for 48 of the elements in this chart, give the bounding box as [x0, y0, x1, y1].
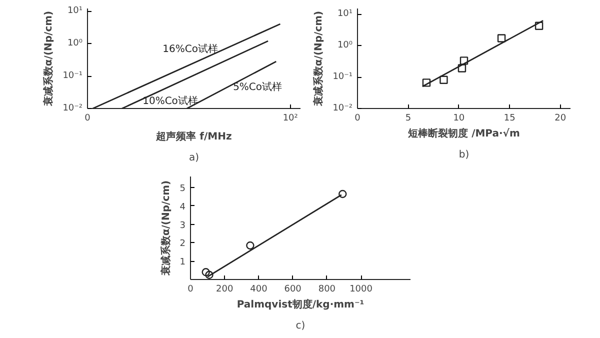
- y-tick-label: 10⁰: [67, 38, 83, 49]
- y-tick-label: 10⁻¹: [332, 72, 353, 82]
- y-tick-label: 5: [180, 184, 186, 194]
- point: [458, 64, 466, 72]
- y-axis-title: 衰减系数α/(Np/cm): [312, 10, 325, 108]
- point: [440, 76, 448, 84]
- text: b): [458, 150, 470, 160]
- series-label: 16%Co试样: [162, 42, 218, 55]
- y-tick-label: 1: [180, 258, 186, 268]
- x-tick-label: 800: [318, 284, 336, 294]
- x-tick-label: 15: [504, 114, 516, 124]
- x-axis-title: 短棒断裂韧度 /MPa·√m: [407, 128, 520, 140]
- y-tick-label: 3: [180, 220, 186, 231]
- x-axis-title: 超声频率 f/MHz: [155, 130, 232, 142]
- y-tick-label: 10⁻²: [332, 104, 353, 114]
- point: [534, 22, 544, 30]
- x-tick-label: 5: [405, 114, 412, 124]
- x-tick-label: 10: [453, 114, 465, 124]
- y-tick-label: 4: [180, 202, 186, 212]
- text: a): [188, 152, 200, 164]
- x-tick-label: 600: [284, 284, 302, 294]
- x-tick-label: 0: [354, 114, 361, 124]
- series-label: 10%Co试样: [142, 95, 198, 108]
- y-tick-label: 10¹: [67, 6, 83, 16]
- text: c): [296, 320, 306, 332]
- x-tick-label: 400: [250, 284, 268, 294]
- x-axis-title: Palmqvist韧度/kg·mm⁻¹: [236, 298, 364, 310]
- x-tick-label: 1000: [350, 284, 373, 294]
- x-tick-label: 0: [188, 284, 194, 294]
- series-label: 5%Co试样: [233, 80, 282, 93]
- y-tick-label: 10¹: [337, 9, 353, 20]
- y-tick-label: 10⁻²: [62, 104, 83, 114]
- point: [422, 78, 431, 87]
- y-tick-label: 10⁰: [337, 40, 353, 51]
- y-tick-label: 10⁻¹: [62, 71, 83, 82]
- point: [460, 56, 468, 65]
- point: [338, 190, 347, 198]
- point: [205, 270, 214, 279]
- y-axis-title: 衰减系数α/(Np/cm): [160, 180, 172, 277]
- point: [497, 34, 506, 42]
- x-tick-label: 20: [554, 114, 566, 124]
- y-tick-label: 2: [180, 239, 186, 250]
- y-axis-title: 衰减系数α/(Np/cm): [42, 10, 55, 108]
- x-tick-label: 0: [84, 114, 91, 124]
- point: [246, 241, 254, 250]
- x-tick-label: 200: [216, 284, 234, 294]
- point: [202, 268, 210, 276]
- x-tick-label: 10²: [282, 114, 298, 124]
